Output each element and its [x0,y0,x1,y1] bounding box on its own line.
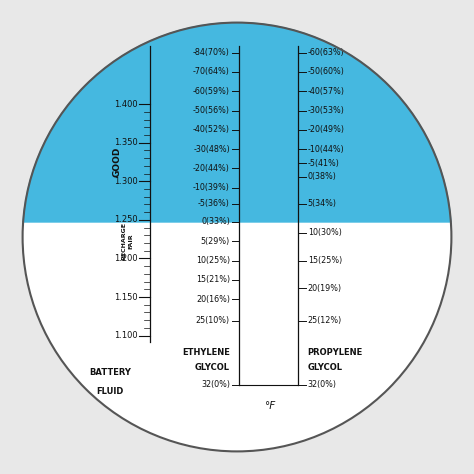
Text: 1.100: 1.100 [114,331,137,340]
Text: -60(59%): -60(59%) [193,87,230,96]
Text: 15(21%): 15(21%) [196,275,230,284]
Text: -10(39%): -10(39%) [193,183,230,192]
Text: -84(70%): -84(70%) [193,48,230,57]
Text: 1.150: 1.150 [114,292,137,301]
Text: 1.250: 1.250 [114,215,137,224]
Text: -5(36%): -5(36%) [198,200,230,209]
Text: 25(12%): 25(12%) [308,316,342,325]
Text: GOOD: GOOD [112,147,121,177]
Text: 0(38%): 0(38%) [308,173,337,182]
Text: ETHYLENE: ETHYLENE [182,348,230,357]
Text: -50(56%): -50(56%) [193,106,230,115]
Text: 1.300: 1.300 [114,177,137,186]
Text: 5(34%): 5(34%) [308,200,337,209]
Text: -5(41%): -5(41%) [308,159,339,168]
Text: 10(25%): 10(25%) [196,256,230,265]
Text: 32(0%): 32(0%) [308,381,337,390]
Text: 32(0%): 32(0%) [201,381,230,390]
Text: -50(60%): -50(60%) [308,67,345,76]
Text: -70(64%): -70(64%) [193,67,230,76]
Text: 5(29%): 5(29%) [201,237,230,246]
Text: 1.350: 1.350 [114,138,137,147]
Text: 1.400: 1.400 [114,100,137,109]
Text: GLYCOL: GLYCOL [195,363,230,372]
Text: -40(57%): -40(57%) [308,87,345,96]
Text: 20(19%): 20(19%) [308,284,342,293]
Text: GLYCOL: GLYCOL [308,363,343,372]
Polygon shape [23,23,451,222]
Text: °F: °F [264,401,275,411]
Text: 15(25%): 15(25%) [308,256,342,265]
Text: FLUID: FLUID [96,387,123,396]
Text: -20(49%): -20(49%) [308,125,345,134]
Text: FAIR: FAIR [128,234,134,249]
Text: RECHARGE: RECHARGE [121,222,127,260]
Text: -30(53%): -30(53%) [308,106,345,115]
Text: 10(30%): 10(30%) [308,228,342,237]
Text: -20(44%): -20(44%) [193,164,230,173]
Circle shape [23,23,451,451]
Text: 0(33%): 0(33%) [201,218,230,227]
Text: -40(52%): -40(52%) [193,125,230,134]
Text: -30(48%): -30(48%) [193,145,230,154]
Text: 20(16%): 20(16%) [196,295,230,304]
Text: BATTERY: BATTERY [89,367,131,376]
Text: 25(10%): 25(10%) [196,316,230,325]
Text: PROPYLENE: PROPYLENE [308,348,363,357]
Text: 1.200: 1.200 [114,254,137,263]
Text: -60(63%): -60(63%) [308,48,345,57]
Text: -10(44%): -10(44%) [308,145,345,154]
